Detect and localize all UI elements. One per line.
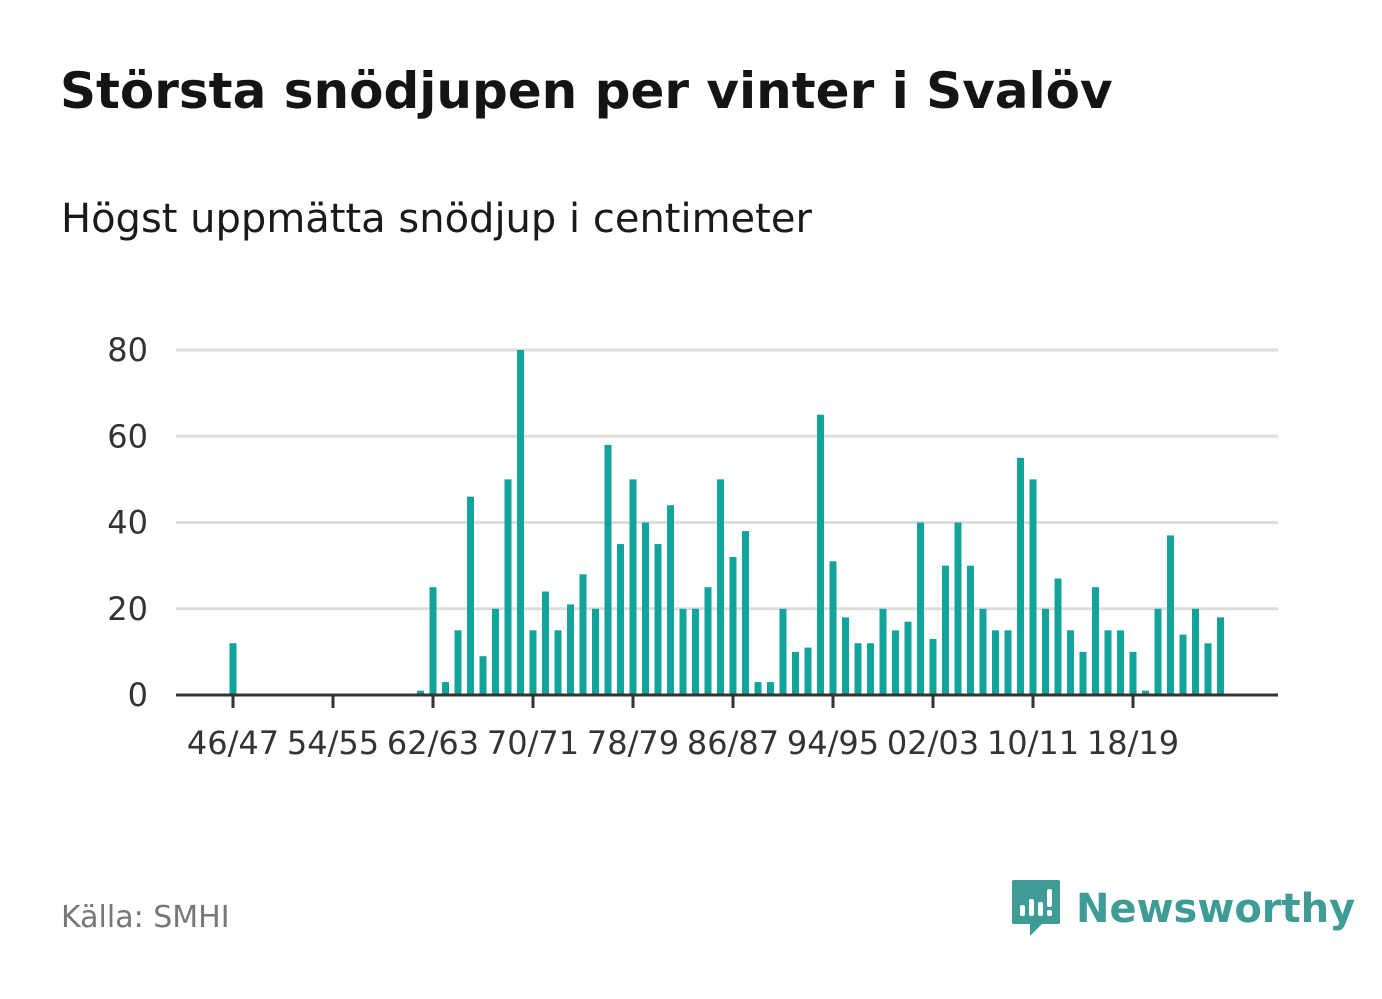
brand-name: Newsworthy <box>1076 886 1356 932</box>
bar <box>792 651 799 695</box>
x-tick-label: 62/63 <box>387 724 479 762</box>
bar <box>729 557 737 695</box>
x-tick-label: 02/03 <box>887 724 979 762</box>
bar <box>1167 535 1174 695</box>
bar <box>854 643 862 695</box>
bar <box>667 505 674 695</box>
gridlines <box>176 348 1278 611</box>
bar <box>654 544 662 695</box>
bar <box>929 638 937 695</box>
y-tick-label: 20 <box>107 590 148 628</box>
bar <box>967 565 974 695</box>
bar <box>1104 630 1112 695</box>
bar <box>1042 608 1049 695</box>
bar <box>567 604 574 695</box>
bar <box>1079 651 1087 695</box>
x-tick-label: 18/19 <box>1087 724 1179 762</box>
bar <box>1017 457 1024 695</box>
x-tick-label: 94/95 <box>787 724 879 762</box>
bar <box>942 565 949 695</box>
y-tick-label: 80 <box>107 331 148 369</box>
bar <box>492 608 499 695</box>
bar <box>229 643 237 695</box>
bar <box>454 630 462 695</box>
bar <box>779 608 787 695</box>
bar <box>642 522 649 695</box>
newsworthy-chart-bubble-icon <box>1012 880 1060 936</box>
bar <box>592 608 599 695</box>
bar <box>1154 608 1162 695</box>
bar <box>1192 608 1199 695</box>
bar <box>517 350 524 695</box>
bar <box>529 630 537 695</box>
bar <box>1067 630 1074 695</box>
bar <box>829 561 837 695</box>
bar <box>1217 617 1224 695</box>
bar <box>1029 479 1037 695</box>
bar <box>817 414 824 695</box>
bar <box>1004 630 1012 695</box>
bar <box>1179 634 1187 695</box>
bar <box>604 444 612 695</box>
bar <box>804 647 812 695</box>
bar <box>417 690 424 695</box>
bar <box>904 621 912 695</box>
source-note: Källa: SMHI <box>61 900 230 935</box>
bar <box>1129 651 1137 695</box>
bar <box>992 630 999 695</box>
bar <box>554 630 562 695</box>
bar <box>717 479 724 695</box>
bar <box>892 630 899 695</box>
bar <box>879 608 887 695</box>
bar <box>629 479 637 695</box>
bar <box>579 574 587 695</box>
bar <box>954 522 962 695</box>
bar <box>1054 578 1062 695</box>
bar <box>917 522 924 695</box>
bar <box>767 682 774 695</box>
bar <box>742 531 749 695</box>
y-tick-label: 60 <box>107 417 148 455</box>
bar <box>442 682 449 695</box>
bar <box>1117 630 1124 695</box>
bar <box>842 617 849 695</box>
bar <box>617 544 624 695</box>
brand-logo-block: Newsworthy <box>1010 878 1355 940</box>
bar <box>754 682 762 695</box>
y-tick-label: 40 <box>107 504 148 542</box>
x-tick-label: 46/47 <box>187 724 279 762</box>
x-tick-label: 86/87 <box>687 724 779 762</box>
x-tick-label: 54/55 <box>287 724 379 762</box>
chart-subtitle: Högst uppmätta snödjup i centimeter <box>61 196 812 242</box>
x-tick-label: 78/79 <box>587 724 679 762</box>
x-axis-ticks: 46/47 54/55 62/63 70/71 78/79 86/87 94/95 02/03… <box>187 695 1179 762</box>
bar <box>867 643 874 695</box>
bar <box>692 608 699 695</box>
chart-title: Största snödjupen per vinter i Svalöv <box>60 62 1113 120</box>
bar <box>504 479 512 695</box>
bar <box>542 591 549 695</box>
bar <box>429 587 437 695</box>
x-tick-label: 10/11 <box>987 724 1079 762</box>
bar <box>467 496 474 695</box>
y-tick-label: 0 <box>128 676 148 714</box>
bar <box>1204 643 1212 695</box>
bar <box>1142 690 1149 695</box>
x-tick-label: 70/71 <box>487 724 579 762</box>
bar <box>479 656 487 695</box>
y-axis-ticks: 0 20 40 60 80 <box>107 331 148 714</box>
bar <box>679 608 687 695</box>
bar <box>1092 587 1099 695</box>
bar <box>979 608 987 695</box>
bar <box>704 587 712 695</box>
bars <box>229 350 1224 695</box>
